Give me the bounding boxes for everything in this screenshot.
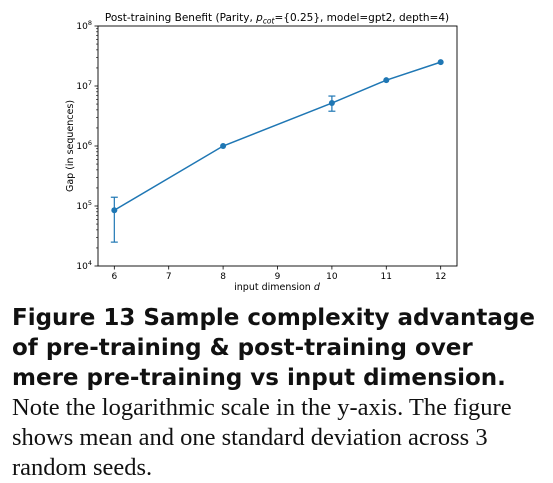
data-point — [111, 207, 118, 214]
x-tick-label: 11 — [381, 272, 392, 282]
x-tick-label: 8 — [220, 272, 226, 282]
x-axis-ticks: 6 7 8 9 10 11 12 — [111, 266, 446, 282]
figure-caption: Figure 13 Sample complexity advantage of… — [12, 303, 544, 483]
caption-text: Note the logarithmic scale in the y-axis… — [12, 394, 512, 481]
caption-heading: Sample complexity advantage of pre-train… — [12, 305, 535, 391]
series-line — [113, 61, 441, 211]
y-tick-label: 108 — [76, 19, 92, 32]
data-series — [110, 59, 444, 243]
x-tick-label: 9 — [275, 272, 281, 282]
x-tick-label: 10 — [326, 272, 338, 282]
x-axis-label: input dimension d — [234, 282, 321, 293]
y-axis-ticks: 104 105 106 107 108 — [76, 19, 98, 272]
data-point — [437, 59, 444, 66]
x-tick-label: 6 — [111, 272, 117, 282]
chart-title: Post-training Benefit (Parity, pcot={0.2… — [105, 12, 449, 26]
x-tick-label: 12 — [435, 272, 446, 282]
chart-figure: Post-training Benefit (Parity, pcot={0.2… — [65, 12, 458, 293]
data-point — [383, 77, 390, 84]
caption-label: Figure 13 — [12, 305, 136, 331]
y-tick-label: 107 — [76, 79, 92, 92]
y-tick-label: 106 — [76, 139, 92, 152]
y-tick-label: 105 — [76, 199, 92, 212]
data-point — [220, 143, 227, 149]
data-point — [328, 100, 335, 107]
y-tick-label: 104 — [76, 259, 92, 272]
x-tick-label: 7 — [166, 272, 172, 282]
plot-area-frame — [97, 25, 458, 267]
y-axis-label: Gap (in sequences) — [65, 100, 76, 192]
